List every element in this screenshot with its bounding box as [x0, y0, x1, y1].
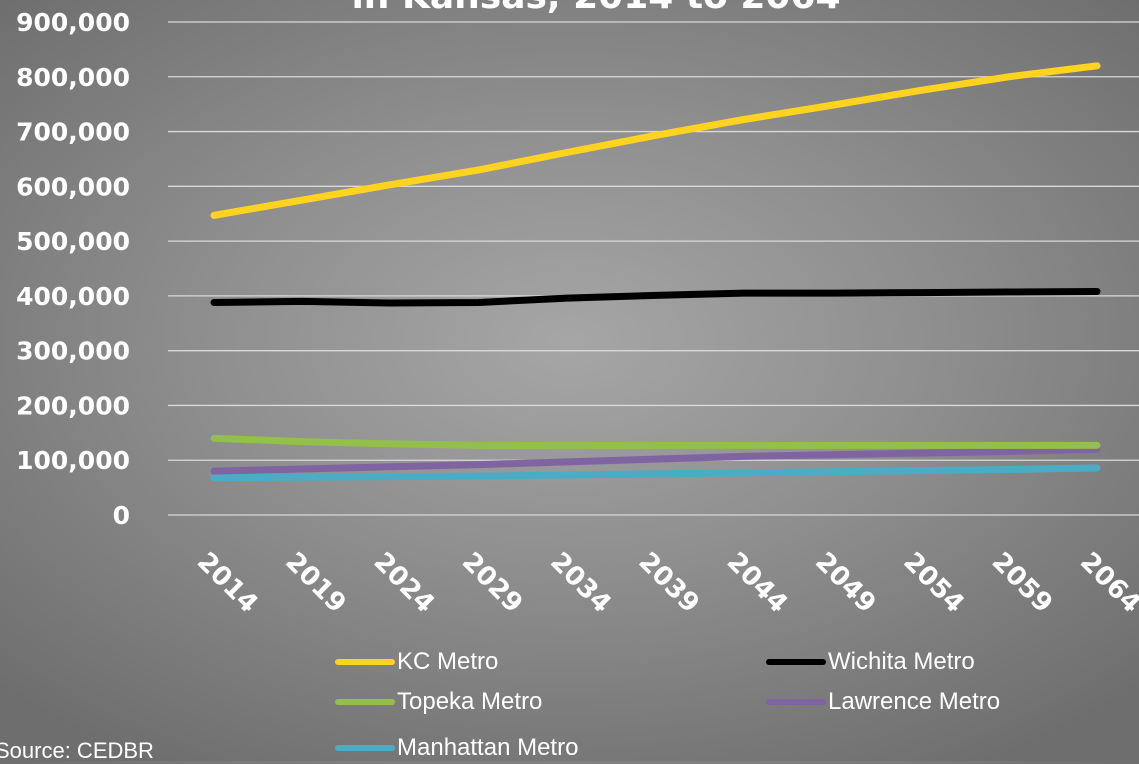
legend-item: KC Metro [335, 646, 498, 678]
x-tick-label: 2019 [279, 547, 351, 619]
y-tick-label: 300,000 [16, 337, 130, 366]
x-tick-label: 2014 [191, 547, 263, 619]
series-line-wichita-metro [210, 288, 1101, 307]
x-tick-label: 2064 [1074, 547, 1139, 619]
x-tick-label: 2029 [456, 547, 528, 619]
x-tick-label: 2054 [897, 547, 969, 619]
x-tick-label: 2059 [986, 547, 1058, 619]
legend-item: Manhattan Metro [335, 732, 578, 764]
legend-item: Wichita Metro [766, 646, 975, 678]
series-line-manhattan-metro [210, 464, 1101, 482]
legend-swatch [335, 745, 395, 751]
y-tick-label: 0 [113, 501, 130, 530]
y-tick-label: 100,000 [16, 446, 130, 475]
series-line-lawrence-metro [210, 445, 1101, 475]
x-tick-label: 2044 [721, 547, 793, 619]
x-tick-label: 2039 [633, 547, 705, 619]
legend-item: Lawrence Metro [766, 686, 1000, 718]
source-note: Source: CEDBR [0, 738, 154, 763]
legend-item: Topeka Metro [335, 686, 542, 718]
legend-label: Wichita Metro [828, 648, 975, 675]
y-tick-label: 900,000 [16, 8, 130, 37]
legend-label: KC Metro [397, 648, 499, 675]
series-line-kc-metro [210, 62, 1101, 219]
x-tick-label: 2034 [544, 547, 616, 619]
y-tick-label: 700,000 [16, 118, 130, 147]
y-tick-label: 200,000 [16, 391, 130, 420]
x-tick-label: 2049 [809, 547, 881, 619]
legend-swatch [766, 699, 826, 705]
x-axis-ticks: 2014 2019 2024 2029 2034 2039 2044 2049 2054 2059… [191, 547, 1139, 619]
series-line-topeka-metro [210, 434, 1101, 449]
legend-swatch [766, 659, 826, 665]
y-tick-label: 500,000 [16, 227, 130, 256]
y-tick-label: 400,000 [16, 282, 130, 311]
y-tick-label: 800,000 [16, 63, 130, 92]
legend-swatch [335, 659, 395, 665]
legend-label: Manhattan Metro [397, 734, 579, 761]
chart-title: in Kansas, 2014 to 2064 [351, 0, 840, 17]
legend-swatch [335, 699, 395, 705]
legend-label: Topeka Metro [397, 688, 543, 715]
legend: KC Metro Wichita Metro Topeka Metro Lawrenc… [0, 640, 1139, 761]
series-lines [210, 62, 1101, 482]
legend-label: Lawrence Metro [828, 688, 1001, 715]
x-tick-label: 2024 [368, 547, 440, 619]
y-tick-label: 600,000 [16, 172, 130, 201]
y-axis-ticks: 0 100,000 200,000 300,000 400,000 500,000 600,… [16, 8, 130, 530]
line-chart: in Kansas, 2014 to 2064 0 100,000 200,000 3… [16, 0, 1139, 619]
